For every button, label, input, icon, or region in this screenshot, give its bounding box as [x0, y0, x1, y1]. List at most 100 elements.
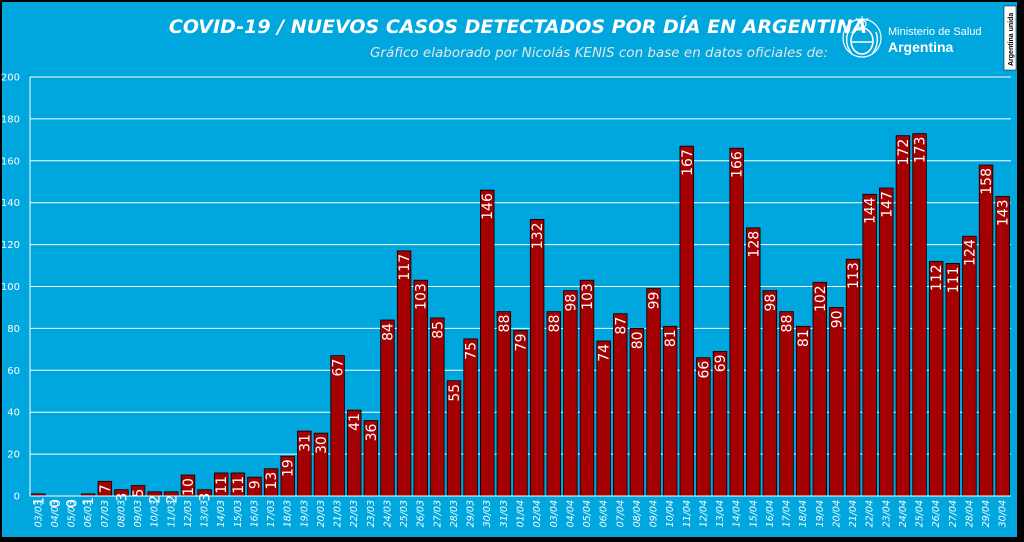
bar — [513, 330, 528, 497]
data-label: 79 — [514, 333, 530, 351]
data-label: 98 — [563, 294, 579, 312]
bar — [862, 193, 877, 497]
x-tick-label: 18/03 — [283, 500, 294, 527]
y-axis: 0 20 40 60 80 100 120 140 160 180 200 — [1, 73, 31, 503]
chart-subtitle: Gráfico elaborado por Nicolás KENIS con … — [370, 45, 828, 61]
data-label: 9 — [247, 480, 263, 489]
data-label: 19 — [281, 459, 297, 477]
data-label: 172 — [896, 139, 912, 166]
data-label: 36 — [364, 424, 380, 442]
x-tick-label: 21/04 — [848, 500, 859, 527]
y-tick-label: 20 — [7, 450, 20, 461]
x-tick-label: 07/04 — [615, 500, 626, 527]
x-tick-label: 05/04 — [582, 500, 593, 527]
y-tick-label: 40 — [7, 408, 20, 419]
bar — [829, 307, 844, 497]
x-tick-label: 13/03 — [200, 500, 211, 527]
bar — [679, 145, 694, 497]
data-label: 103 — [580, 283, 596, 310]
bar — [646, 288, 661, 497]
bar — [480, 189, 495, 497]
data-label: 88 — [497, 315, 513, 333]
x-tick-label: 06/04 — [599, 500, 610, 527]
x-tick-label: 16/03 — [249, 500, 260, 527]
bar — [995, 196, 1010, 497]
x-tick-label: 14/03 — [216, 500, 227, 527]
bar — [746, 227, 761, 497]
data-label: 147 — [879, 191, 895, 218]
stamp-text: Argentina unida — [1008, 13, 1015, 66]
data-label: 158 — [979, 168, 995, 195]
x-tick-label: 05/03 — [67, 500, 78, 527]
x-tick-label: 09/03 — [133, 500, 144, 527]
x-tick-label: 21/03 — [333, 500, 344, 527]
bar — [613, 313, 628, 497]
bar — [546, 311, 561, 497]
logo-line-2: Argentina — [888, 39, 954, 55]
logo-line-1: Ministerio de Salud — [888, 26, 982, 38]
data-label: 0 — [48, 499, 64, 508]
y-tick-label: 120 — [1, 240, 20, 251]
y-tick-label: 60 — [7, 366, 20, 377]
data-label: 5 — [131, 489, 147, 498]
bar — [945, 263, 961, 497]
data-label: 30 — [314, 436, 330, 454]
data-label: 98 — [763, 294, 779, 312]
bar — [795, 325, 811, 497]
data-label: 75 — [464, 342, 480, 360]
x-tick-label: 15/03 — [233, 500, 244, 527]
x-tick-label: 29/04 — [981, 500, 992, 527]
x-tick-label: 29/03 — [466, 500, 477, 527]
data-label: 11 — [214, 476, 230, 494]
x-tick-label: 26/04 — [931, 500, 942, 527]
data-label: 143 — [996, 199, 1012, 226]
data-label: 167 — [680, 149, 696, 176]
data-label: 7 — [98, 484, 114, 493]
data-label: 146 — [480, 193, 496, 220]
x-tick-label: 19/03 — [299, 500, 310, 527]
bar — [396, 250, 412, 497]
bar — [812, 281, 828, 497]
data-label: 2 — [164, 495, 180, 504]
x-tick-label: 30/03 — [482, 500, 493, 527]
x-tick-label: 30/04 — [998, 500, 1009, 527]
chart-title: COVID-19 / NUEVOS CASOS DETECTADOS POR D… — [169, 15, 867, 38]
data-label: 10 — [181, 478, 197, 496]
x-tick-label: 04/04 — [565, 500, 576, 527]
data-label: 103 — [414, 283, 430, 310]
y-tick-label: 140 — [1, 198, 20, 209]
x-tick-label: 08/03 — [116, 500, 127, 527]
bar — [978, 164, 994, 497]
x-tick-label: 10/04 — [665, 500, 676, 527]
x-tick-label: 10/03 — [150, 500, 161, 527]
data-label: 81 — [663, 329, 679, 347]
data-label: 111 — [946, 266, 962, 293]
y-tick-label: 100 — [1, 282, 20, 293]
data-label: 144 — [863, 197, 879, 224]
data-label: 112 — [929, 264, 945, 291]
x-tick-label: 25/04 — [915, 500, 926, 527]
x-tick-label: 11/03 — [166, 500, 177, 527]
x-tick-label: 16/04 — [765, 500, 776, 527]
bar — [463, 338, 478, 497]
y-tick-label: 0 — [14, 492, 20, 503]
data-label: 3 — [114, 493, 130, 502]
x-tick-label: 11/04 — [682, 500, 693, 527]
x-tick-label: 24/04 — [898, 500, 909, 527]
x-tick-label: 15/04 — [748, 500, 759, 527]
data-label: 99 — [647, 292, 663, 310]
bar — [380, 319, 395, 497]
bar — [413, 279, 428, 497]
data-label: 117 — [397, 254, 413, 281]
bar — [762, 290, 778, 497]
data-label: 90 — [829, 310, 845, 328]
x-tick-label: 17/03 — [266, 500, 277, 527]
x-tick-label: 27/04 — [948, 500, 959, 527]
ministerio-logo: Ministerio de Salud Argentina — [842, 16, 982, 58]
x-tick-label: 17/04 — [782, 500, 793, 527]
data-label: 0 — [65, 499, 81, 508]
x-tick-label: 06/03 — [83, 500, 94, 527]
x-tick-label: 28/03 — [449, 500, 460, 527]
